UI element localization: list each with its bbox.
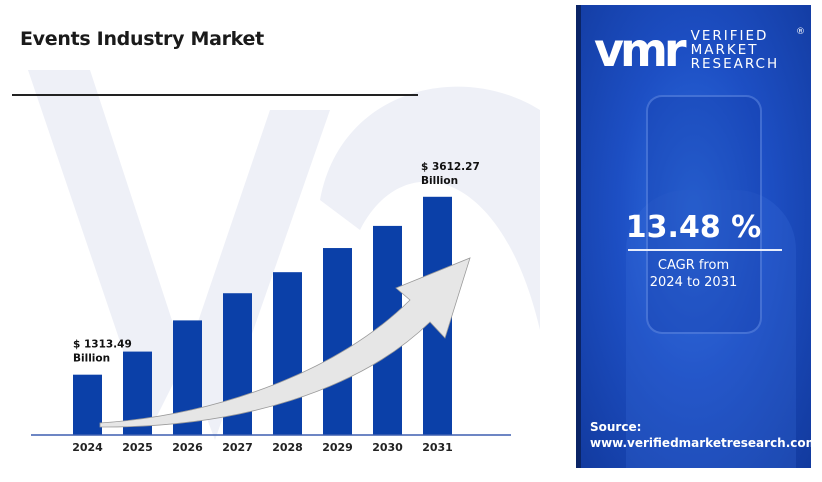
logo-text: VERIFIED MARKET RESEARCH	[691, 29, 780, 71]
data-label-value: $ 1313.49	[73, 339, 132, 351]
source-label: Source:	[590, 420, 642, 434]
x-tick-label: 2027	[222, 441, 253, 454]
bar-2024	[73, 374, 102, 435]
logo-mark: vmr	[594, 23, 687, 77]
cagr-panel: vmr VERIFIED MARKET RESEARCH ® 13.48 % C…	[576, 5, 811, 468]
x-tick-label: 2028	[272, 441, 303, 454]
x-tick-label: 2031	[422, 441, 453, 454]
trend-arrow	[99, 257, 471, 428]
panel-edge	[576, 5, 581, 468]
bar-2028	[273, 272, 302, 435]
registered-mark: ®	[796, 27, 805, 37]
x-tick-label: 2025	[122, 441, 153, 454]
bar-2029	[323, 248, 352, 435]
chart-title: Events Industry Market	[20, 28, 264, 50]
cagr-label: CAGR from 2024 to 2031	[576, 257, 811, 291]
logo-line: MARKET	[690, 42, 759, 58]
source-url[interactable]: www.verifiedmarketresearch.com	[590, 436, 811, 450]
watermark	[28, 70, 540, 440]
data-label-value: $ 3612.27	[421, 161, 480, 173]
logo-line: RESEARCH	[690, 56, 780, 72]
x-tick-label: 2026	[172, 441, 203, 454]
x-tick-label: 2029	[322, 441, 353, 454]
cagr-divider	[628, 249, 782, 251]
x-tick-label: 2030	[372, 441, 403, 454]
title-divider	[12, 94, 418, 96]
vmr-logo: vmr VERIFIED MARKET RESEARCH	[594, 27, 779, 73]
cagr-label-line: 2024 to 2031	[649, 275, 738, 290]
data-label-unit: Billion	[73, 353, 110, 365]
bar-chart: 2024 2025 2026 2027 2028 2029 2030 2031 $ 1313.…	[28, 70, 540, 454]
cagr-value: 13.48 %	[625, 210, 762, 245]
x-tick-label: 2024	[72, 441, 103, 454]
source: Source: www.verifiedmarketresearch.com	[590, 419, 811, 451]
logo-line: VERIFIED	[690, 28, 769, 44]
phone-background-image	[646, 95, 762, 334]
cagr-label-line: CAGR from	[657, 258, 730, 273]
data-label-unit: Billion	[421, 175, 458, 187]
